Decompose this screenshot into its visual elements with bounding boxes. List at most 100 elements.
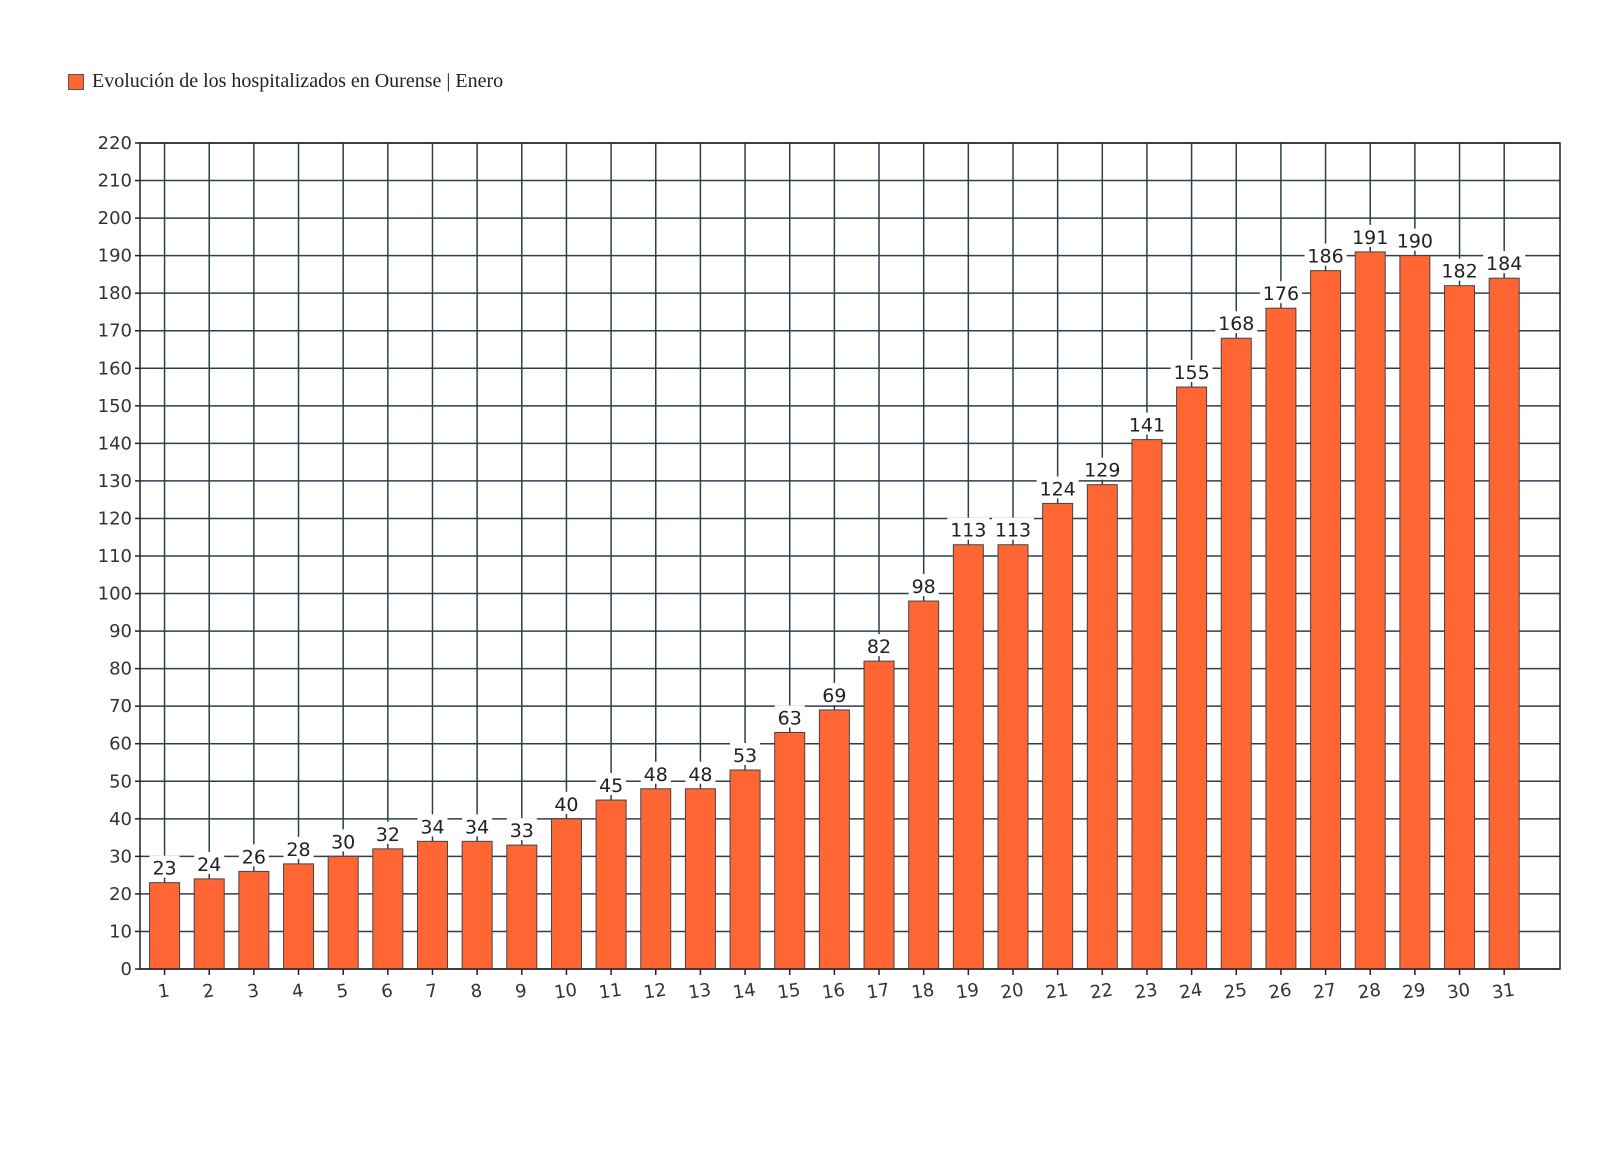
y-tick-label: 20 — [109, 884, 132, 905]
value-label: 155 — [1173, 362, 1209, 384]
value-label-bg — [774, 705, 805, 728]
x-tick-label: 18 — [910, 980, 936, 1004]
value-label: 129 — [1084, 460, 1120, 482]
x-tick-label: 25 — [1223, 980, 1249, 1004]
y-tick-label: 40 — [109, 809, 132, 830]
y-tick-label: 170 — [98, 321, 132, 342]
x-tick-label: 5 — [335, 980, 349, 1002]
y-tick-label: 100 — [98, 584, 132, 605]
x-tick-label: 27 — [1312, 980, 1338, 1004]
value-label: 176 — [1263, 283, 1299, 305]
x-tick-label: 9 — [514, 980, 528, 1002]
value-label: 32 — [376, 824, 400, 846]
value-label-bg — [462, 814, 493, 837]
x-tick-label: 2 — [201, 980, 215, 1002]
value-label-bg — [1215, 311, 1258, 334]
x-tick-label: 16 — [821, 980, 847, 1004]
value-label: 98 — [912, 576, 936, 598]
bars — [149, 251, 1520, 970]
y-tick-label: 70 — [109, 696, 132, 717]
bar — [461, 840, 493, 970]
x-tick-label: 14 — [731, 980, 757, 1004]
value-label: 191 — [1352, 227, 1388, 249]
x-tick-label: 19 — [955, 980, 981, 1004]
bar — [1086, 484, 1118, 970]
x-tick-label: 23 — [1133, 980, 1159, 1004]
x-tick-label: 22 — [1089, 980, 1115, 1004]
y-axis-ticks: 0 10 20 30 40 50 60 70 80 90 100 110 120 130 140 150 160… — [98, 133, 140, 980]
value-label: 186 — [1307, 246, 1343, 268]
x-tick-label: 12 — [642, 980, 668, 1004]
value-label-bg — [730, 743, 761, 766]
value-label: 168 — [1218, 313, 1254, 335]
bar — [1488, 277, 1520, 970]
chart-legend: Evolución de los hospitalizados en Ouren… — [68, 70, 503, 93]
value-label-bg — [991, 517, 1034, 540]
x-tick-label: 15 — [776, 980, 802, 1004]
value-label-bg — [819, 682, 850, 705]
x-axis-ticks: 1 2 3 4 5 6 7 8 9 10 11 12 13 14 15 16 17 18 19 20 21 22 23 24 2… — [157, 969, 1516, 1004]
value-label-bg — [238, 844, 269, 867]
x-tick-label: 26 — [1267, 980, 1293, 1004]
y-tick-label: 180 — [98, 283, 132, 304]
bar — [238, 870, 270, 970]
bar — [327, 855, 359, 970]
x-tick-label: 8 — [469, 980, 483, 1002]
bar — [684, 788, 716, 970]
x-tick-label: 3 — [246, 980, 260, 1002]
value-label-bg — [1393, 228, 1436, 251]
y-tick-label: 60 — [109, 734, 132, 755]
bar — [1399, 255, 1431, 970]
y-tick-label: 90 — [109, 621, 132, 642]
bar — [729, 769, 761, 970]
bar — [283, 863, 315, 970]
value-label-bg — [1259, 281, 1302, 304]
value-label-bg — [1036, 476, 1079, 499]
bar — [908, 600, 940, 970]
legend-swatch — [68, 73, 84, 90]
x-tick-label: 29 — [1401, 980, 1427, 1004]
value-label: 182 — [1441, 261, 1477, 283]
value-label: 184 — [1486, 253, 1522, 275]
plot-frame — [139, 142, 1561, 970]
value-label: 63 — [778, 707, 802, 729]
y-tick-label: 220 — [98, 133, 132, 154]
value-label-bg — [1483, 251, 1526, 274]
value-label-bg — [551, 791, 582, 814]
bar — [1176, 386, 1208, 970]
bar — [1131, 439, 1163, 970]
value-label: 53 — [733, 745, 757, 767]
value-label: 23 — [152, 858, 176, 880]
value-labels: 23 24 26 28 30 32 34 34 33 40 45 48 48 53 63 69 82 98 113 1… — [149, 224, 1526, 880]
x-tick-label: 1 — [157, 980, 171, 1002]
bar — [1444, 285, 1476, 970]
value-label-bg — [372, 821, 403, 844]
bar — [640, 788, 672, 970]
y-tick-label: 120 — [98, 508, 132, 529]
y-tick-label: 110 — [98, 546, 132, 567]
bar — [997, 544, 1029, 970]
y-tick-label: 200 — [98, 208, 132, 229]
y-tick-label: 130 — [98, 471, 132, 492]
x-tick-label: 21 — [1044, 980, 1070, 1004]
x-tick-label: 4 — [291, 980, 305, 1002]
value-label: 26 — [242, 846, 266, 868]
bar — [818, 709, 850, 970]
y-tick-label: 160 — [98, 358, 132, 379]
bar — [372, 848, 404, 970]
value-label-bg — [596, 773, 627, 796]
bar — [506, 844, 538, 970]
bar — [193, 878, 225, 970]
y-tick-label: 150 — [98, 396, 132, 417]
value-label: 124 — [1040, 478, 1076, 500]
x-tick-label: 6 — [380, 980, 394, 1002]
x-tick-label: 13 — [687, 980, 713, 1004]
bar — [550, 818, 582, 970]
bar — [952, 544, 984, 970]
value-label: 141 — [1129, 415, 1165, 437]
bar — [1354, 251, 1386, 970]
value-label-bg — [1438, 258, 1481, 281]
value-label-bg — [506, 818, 537, 841]
value-label-bg — [1304, 243, 1347, 266]
y-tick-label: 210 — [98, 171, 132, 192]
